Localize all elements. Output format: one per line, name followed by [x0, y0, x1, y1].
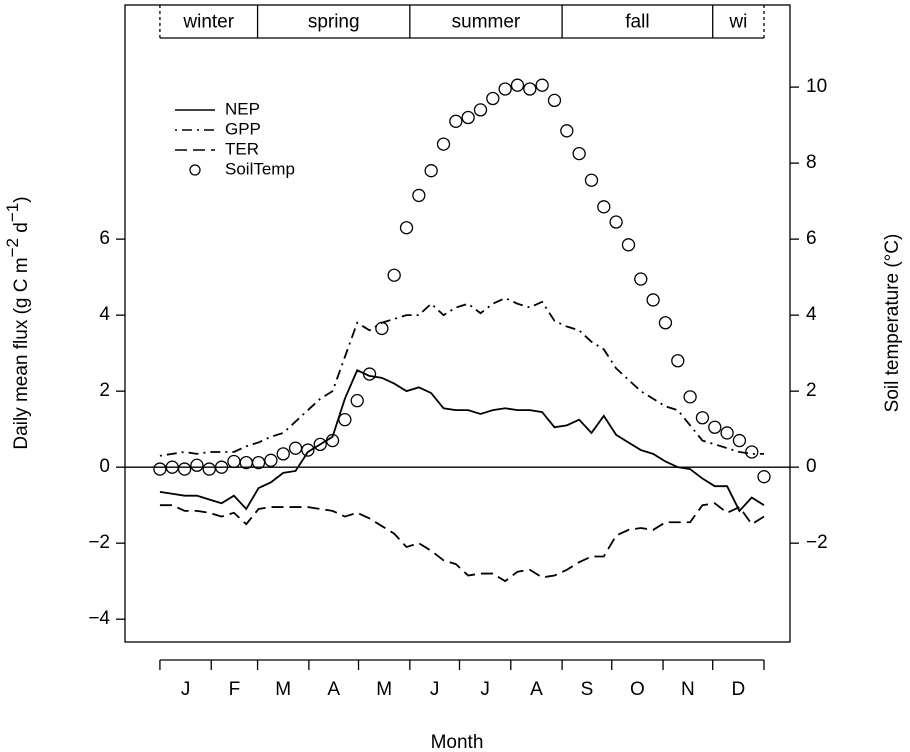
data-point: [486, 91, 500, 106]
y2-axis-title: Soil temperature (°C): [882, 234, 903, 413]
x-tick-label: N: [681, 679, 695, 700]
y2-tick-label: 0: [806, 456, 817, 477]
data-point: [350, 394, 364, 408]
data-point: [720, 426, 734, 440]
data-point: [190, 458, 204, 472]
y-title-part: d: [11, 222, 32, 238]
x-tick-label: J: [480, 679, 490, 700]
y-tick-label: 2: [99, 380, 110, 401]
data-point: [584, 173, 599, 187]
data-point: [362, 367, 377, 381]
legend-label: NEP: [225, 99, 260, 118]
series-line: [159, 502, 765, 583]
data-point: [424, 164, 438, 178]
data-point: [757, 470, 771, 484]
data-point: [510, 78, 525, 92]
x-axis-title: Month: [431, 732, 484, 752]
plot-frame: [124, 4, 791, 643]
data-point: [634, 272, 648, 286]
data-point: [288, 441, 303, 455]
y-title-sup: −1: [3, 203, 22, 222]
data-point: [301, 443, 315, 457]
season-label: winter: [182, 12, 234, 33]
data-point: [436, 137, 451, 151]
data-point: [683, 390, 697, 404]
data-point: [177, 462, 192, 476]
x-tick-label: S: [581, 679, 594, 700]
data-point: [498, 82, 512, 96]
season-label: spring: [308, 12, 360, 33]
data-point: [745, 445, 759, 459]
data-point: [658, 316, 673, 330]
data-point: [387, 268, 401, 282]
data-point: [251, 455, 266, 470]
data-point: [313, 437, 327, 452]
data-point: [338, 413, 352, 427]
legend-swatch: [189, 164, 201, 176]
y-tick-label: 0: [99, 456, 110, 477]
y-tick-label: 4: [99, 304, 110, 325]
data-point: [621, 238, 636, 252]
season-label: fall: [625, 12, 649, 33]
data-point: [227, 454, 241, 469]
legend-label: TER: [225, 139, 259, 158]
data-point: [732, 433, 747, 448]
data-point: [325, 433, 340, 448]
data-point: [153, 462, 167, 476]
data-point: [399, 221, 414, 235]
x-tick-label: A: [327, 679, 340, 700]
data-point: [671, 354, 685, 368]
data-point: [560, 124, 574, 138]
data-point: [597, 200, 611, 214]
data-point: [523, 82, 537, 96]
data-point: [449, 114, 463, 128]
y2-tick-label: 8: [806, 152, 817, 173]
data-point: [461, 110, 475, 125]
y-title-sup: −2: [3, 238, 22, 257]
data-point: [473, 103, 488, 117]
y2-tick-label: 6: [806, 228, 817, 249]
y2-tick-label: 4: [806, 304, 817, 325]
y2-tick-label: 2: [806, 380, 817, 401]
data-point: [276, 447, 290, 461]
series-line: [159, 297, 765, 457]
x-tick-label: M: [376, 679, 392, 700]
season-label: summer: [452, 12, 521, 33]
y-tick-label: −4: [88, 608, 110, 629]
y-axis-title: Daily mean flux (g C m−2 d−1): [3, 196, 32, 449]
x-tick-label: O: [630, 679, 645, 700]
data-point: [264, 453, 278, 467]
data-point: [375, 321, 389, 336]
x-tick-label: D: [731, 679, 745, 700]
data-point: [609, 215, 623, 229]
season-label: wi: [728, 12, 747, 33]
data-point: [535, 78, 549, 92]
data-point: [572, 146, 586, 161]
y-title-part: Daily mean flux (g C m: [11, 257, 32, 449]
y-tick-label: −2: [88, 532, 110, 553]
x-tick-label: J: [181, 679, 191, 700]
x-tick-label: A: [530, 679, 543, 700]
series-line: [159, 369, 765, 513]
x-tick-label: J: [430, 679, 440, 700]
data-point: [708, 420, 722, 434]
data-point: [412, 188, 426, 203]
data-point: [547, 93, 562, 108]
x-tick-label: F: [229, 679, 241, 700]
data-point: [695, 411, 710, 425]
legend-label: SoilTemp: [225, 159, 295, 178]
data-point: [646, 293, 660, 307]
data-point: [202, 462, 216, 476]
y2-tick-label: −2: [806, 532, 828, 553]
data-point: [214, 460, 229, 474]
legend-label: GPP: [225, 119, 261, 138]
y2-tick-label: 10: [806, 76, 827, 97]
y-title-part: ): [11, 196, 32, 202]
x-tick-label: M: [275, 679, 291, 700]
y-tick-label: 6: [99, 228, 110, 249]
